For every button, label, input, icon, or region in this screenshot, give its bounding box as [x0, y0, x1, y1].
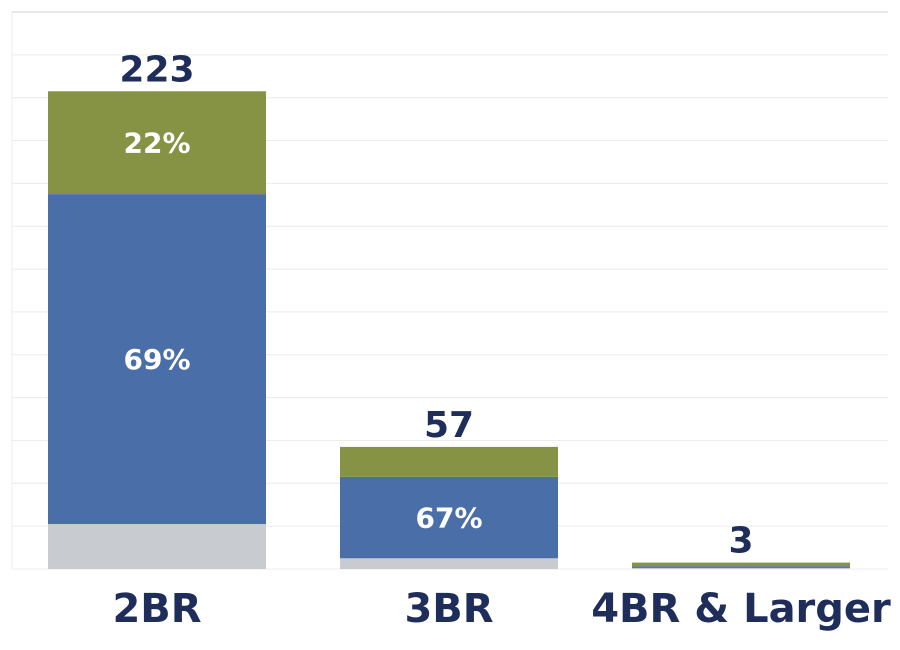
bar-segment	[48, 194, 266, 525]
bar-segment	[48, 91, 266, 195]
segment-percent-label: 69%	[123, 343, 190, 376]
bar-total-label: 57	[424, 405, 474, 446]
bar-segment	[48, 524, 266, 569]
bar-segment	[632, 566, 850, 568]
bar-total-label: 3	[728, 521, 753, 562]
bar-total-label: 223	[119, 49, 194, 90]
category-tick-label: 3BR	[404, 586, 493, 632]
segment-labels: 69% 22% 67%	[123, 127, 482, 535]
category-tick-label: 4BR & Larger	[591, 586, 891, 632]
total-labels: 223 57 3	[119, 49, 753, 561]
segment-percent-label: 22%	[123, 127, 190, 160]
segment-percent-label: 67%	[415, 502, 482, 535]
bar-segment	[632, 567, 850, 569]
category-labels: 2BR 3BR 4BR & Larger	[112, 586, 891, 632]
bar-segment	[340, 558, 558, 569]
bar-segment	[340, 446, 558, 477]
bar-segment	[340, 476, 558, 559]
category-tick-label: 2BR	[112, 586, 201, 632]
bar-segment	[632, 562, 850, 567]
bars	[48, 91, 850, 569]
